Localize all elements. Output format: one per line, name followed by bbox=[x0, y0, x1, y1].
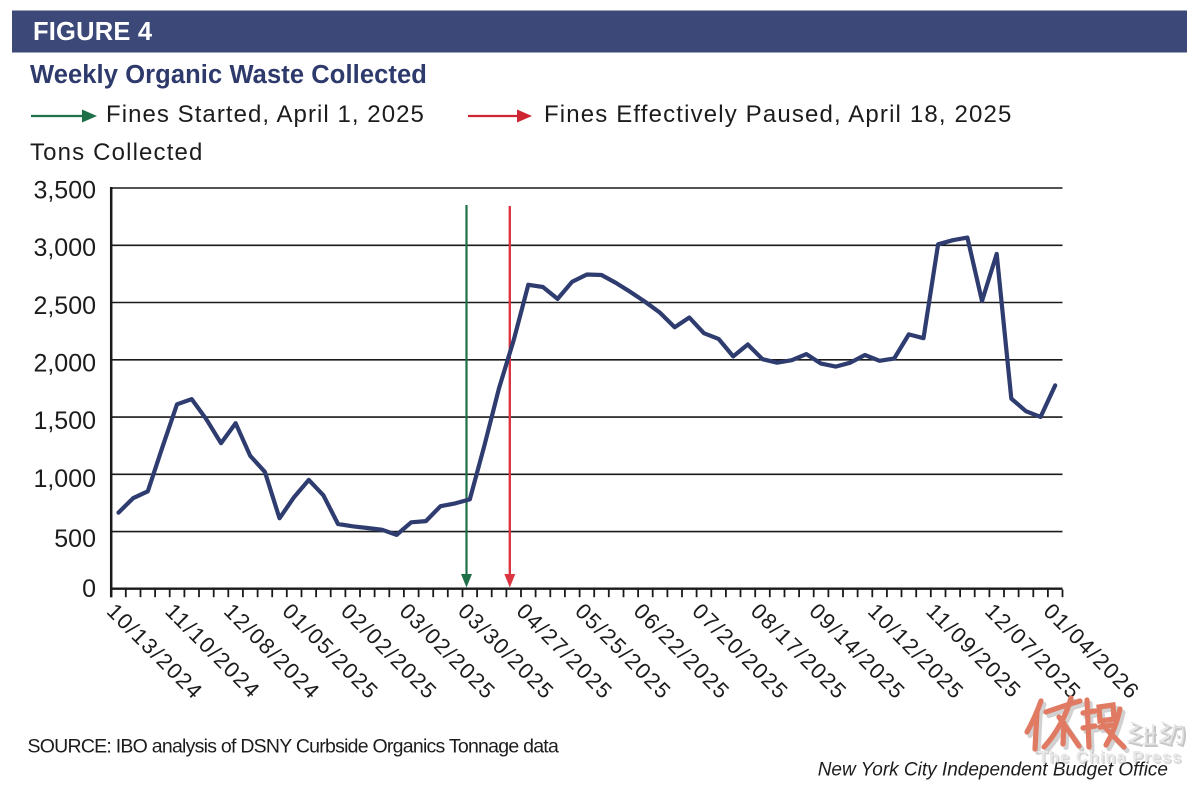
svg-text:Tons Collected: Tons Collected bbox=[30, 139, 204, 166]
svg-text:Fines Effectively Paused, Apri: Fines Effectively Paused, April 18, 2025 bbox=[544, 101, 1012, 128]
svg-text:The China Press: The China Press bbox=[1038, 749, 1182, 767]
svg-text:3,000: 3,000 bbox=[33, 234, 96, 262]
svg-text:3,500: 3,500 bbox=[33, 176, 96, 204]
svg-text:2,500: 2,500 bbox=[33, 292, 96, 320]
svg-text:2,000: 2,000 bbox=[33, 350, 96, 378]
svg-text:Weekly Organic Waste Collected: Weekly Organic Waste Collected bbox=[30, 61, 427, 89]
svg-text:1,000: 1,000 bbox=[33, 465, 96, 493]
svg-text:Fines Started, April 1, 2025: Fines Started, April 1, 2025 bbox=[106, 101, 425, 128]
svg-text:0: 0 bbox=[82, 575, 96, 603]
svg-text:New York City Independent Budg: New York City Independent Budget Office bbox=[818, 760, 1168, 781]
svg-text:FIGURE 4: FIGURE 4 bbox=[33, 18, 153, 46]
svg-text:500: 500 bbox=[54, 525, 96, 553]
svg-text:The China Press: The China Press bbox=[1039, 750, 1183, 768]
svg-text:SOURCE: IBO analysis of DSNY C: SOURCE: IBO analysis of DSNY Curbside Or… bbox=[28, 736, 559, 758]
svg-text:1,500: 1,500 bbox=[33, 407, 96, 435]
